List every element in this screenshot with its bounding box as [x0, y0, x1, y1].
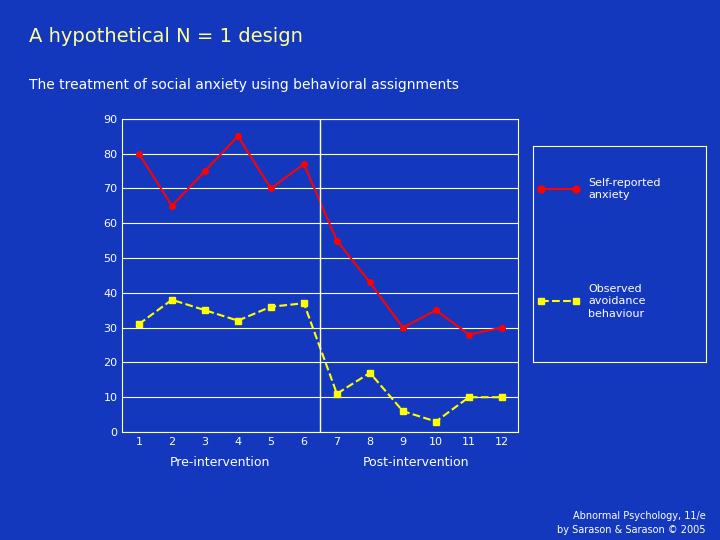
Text: Observed
avoidance
behaviour: Observed avoidance behaviour: [588, 284, 646, 319]
Text: Pre-intervention: Pre-intervention: [169, 456, 270, 469]
Text: Self-reported
anxiety: Self-reported anxiety: [588, 178, 660, 200]
Text: Post-intervention: Post-intervention: [363, 456, 469, 469]
Text: A hypothetical N = 1 design: A hypothetical N = 1 design: [29, 27, 302, 46]
Text: Abnormal Psychology, 11/e
by Sarason & Sarason © 2005: Abnormal Psychology, 11/e by Sarason & S…: [557, 511, 706, 535]
Text: The treatment of social anxiety using behavioral assignments: The treatment of social anxiety using be…: [29, 78, 459, 92]
